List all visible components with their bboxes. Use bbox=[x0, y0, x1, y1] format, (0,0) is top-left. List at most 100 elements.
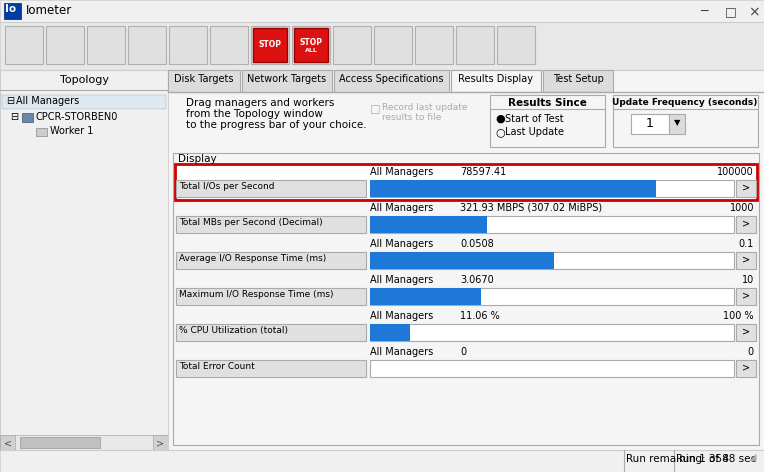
Bar bbox=[168, 70, 240, 92]
Text: Start of Test: Start of Test bbox=[505, 114, 564, 124]
Text: ◢: ◢ bbox=[749, 452, 756, 462]
Text: 11.06 %: 11.06 % bbox=[460, 311, 500, 321]
Bar bbox=[370, 180, 734, 197]
Bar bbox=[613, 95, 758, 147]
Text: 1000: 1000 bbox=[730, 203, 754, 213]
Text: 0.1: 0.1 bbox=[739, 239, 754, 249]
Bar bbox=[490, 95, 605, 147]
Text: 0: 0 bbox=[748, 347, 754, 357]
Bar bbox=[669, 114, 685, 134]
Bar bbox=[374, 26, 412, 64]
Text: Total MBs per Second (Decimal): Total MBs per Second (Decimal) bbox=[179, 218, 322, 227]
Bar bbox=[176, 216, 366, 233]
Text: Test Setup: Test Setup bbox=[552, 74, 604, 84]
Bar bbox=[173, 153, 759, 445]
Bar bbox=[736, 324, 756, 341]
Text: Average I/O Response Time (ms): Average I/O Response Time (ms) bbox=[179, 254, 326, 263]
Text: Access Specifications: Access Specifications bbox=[338, 74, 443, 84]
Bar bbox=[176, 252, 366, 269]
Bar bbox=[334, 70, 449, 92]
Text: □: □ bbox=[725, 5, 736, 18]
Text: STOP: STOP bbox=[258, 40, 281, 49]
Text: from the Topology window: from the Topology window bbox=[186, 109, 323, 119]
Bar bbox=[128, 26, 166, 64]
Bar bbox=[543, 70, 613, 92]
Text: Total I/Os per Second: Total I/Os per Second bbox=[179, 182, 274, 191]
Text: >: > bbox=[742, 218, 750, 228]
Text: Iometer: Iometer bbox=[26, 4, 73, 17]
Text: ─: ─ bbox=[700, 5, 707, 18]
Bar bbox=[370, 324, 410, 341]
Text: ○: ○ bbox=[495, 127, 505, 137]
Text: ▼: ▼ bbox=[674, 118, 680, 127]
Text: Disk Targets: Disk Targets bbox=[174, 74, 234, 84]
Bar bbox=[0, 435, 168, 450]
Text: Update Frequency (seconds): Update Frequency (seconds) bbox=[612, 98, 758, 107]
Bar bbox=[333, 26, 371, 64]
Bar bbox=[370, 252, 554, 269]
Bar bbox=[176, 324, 366, 341]
Text: All Managers: All Managers bbox=[370, 311, 433, 321]
Bar bbox=[292, 26, 330, 64]
Bar bbox=[0, 450, 764, 472]
Text: □: □ bbox=[370, 103, 380, 113]
Text: Run 1 of 4: Run 1 of 4 bbox=[676, 454, 729, 464]
Bar bbox=[415, 26, 453, 64]
Text: >: > bbox=[156, 438, 164, 448]
Bar bbox=[456, 26, 494, 64]
Text: >: > bbox=[742, 326, 750, 336]
Bar bbox=[736, 288, 756, 305]
Text: CPCR-STORBEN0: CPCR-STORBEN0 bbox=[35, 112, 118, 122]
Text: to the progress bar of your choice.: to the progress bar of your choice. bbox=[186, 120, 367, 130]
Text: All Managers: All Managers bbox=[370, 347, 433, 357]
Text: All Managers: All Managers bbox=[370, 203, 433, 213]
Bar bbox=[0, 0, 764, 22]
Bar bbox=[153, 435, 168, 450]
Text: ⊟: ⊟ bbox=[6, 96, 14, 106]
Bar bbox=[168, 70, 764, 450]
Text: All Managers: All Managers bbox=[370, 167, 433, 177]
Bar bbox=[294, 28, 328, 62]
Text: 1: 1 bbox=[646, 117, 654, 130]
Text: 78597.41: 78597.41 bbox=[460, 167, 507, 177]
Bar bbox=[451, 70, 541, 92]
Bar bbox=[736, 216, 756, 233]
Bar bbox=[46, 26, 84, 64]
Text: Display: Display bbox=[178, 154, 217, 164]
Text: 3.0670: 3.0670 bbox=[460, 275, 494, 285]
Bar bbox=[251, 26, 289, 64]
Bar bbox=[4, 3, 21, 19]
Bar bbox=[370, 288, 481, 305]
Text: Last Update: Last Update bbox=[505, 127, 564, 137]
Bar bbox=[370, 324, 734, 341]
Bar bbox=[242, 70, 332, 92]
Text: Run remaining: 3588 sec: Run remaining: 3588 sec bbox=[626, 454, 756, 464]
Bar bbox=[631, 114, 669, 134]
Text: % CPU Utilization (total): % CPU Utilization (total) bbox=[179, 326, 288, 335]
Text: Maximum I/O Response Time (ms): Maximum I/O Response Time (ms) bbox=[179, 290, 334, 299]
Text: Results Since: Results Since bbox=[507, 98, 587, 108]
Bar bbox=[370, 180, 656, 197]
Bar bbox=[370, 216, 487, 233]
Bar bbox=[5, 26, 43, 64]
Text: Worker 1: Worker 1 bbox=[50, 126, 93, 136]
Bar bbox=[736, 180, 756, 197]
Bar bbox=[22, 113, 33, 122]
Text: Results Display: Results Display bbox=[458, 74, 533, 84]
Text: >: > bbox=[742, 254, 750, 264]
Bar bbox=[176, 288, 366, 305]
Text: Record last update: Record last update bbox=[382, 103, 468, 112]
Bar bbox=[370, 360, 734, 377]
Bar bbox=[736, 360, 756, 377]
Bar bbox=[176, 180, 366, 197]
Text: All Managers: All Managers bbox=[370, 239, 433, 249]
Bar bbox=[370, 252, 734, 269]
Text: Topology: Topology bbox=[60, 75, 108, 85]
Bar bbox=[497, 26, 535, 64]
Text: STOP: STOP bbox=[299, 38, 322, 47]
Bar bbox=[87, 26, 125, 64]
Text: Network Targets: Network Targets bbox=[248, 74, 326, 84]
Text: 100 %: 100 % bbox=[724, 311, 754, 321]
Bar bbox=[176, 360, 366, 377]
Bar bbox=[20, 437, 100, 448]
